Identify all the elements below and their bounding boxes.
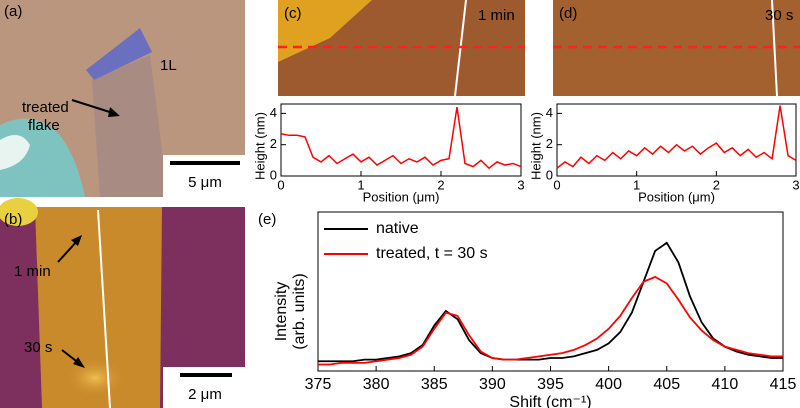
x-tick-label: 415	[770, 376, 797, 393]
plot-frame	[317, 211, 784, 372]
x-tick-label: 410	[712, 376, 739, 393]
thick-flake-highlight	[0, 135, 30, 170]
annotation: treated	[22, 99, 69, 116]
panel-a: (a) 1L treated flake 5 μm	[0, 0, 245, 197]
y-axis-label: (arb. units)	[291, 273, 308, 349]
panel-label: (e)	[258, 211, 276, 228]
flake-edge	[86, 28, 152, 80]
arrow-head	[73, 357, 85, 368]
spectrum-line	[318, 275, 783, 366]
flake	[92, 55, 168, 197]
scale-label: 2 μm	[188, 386, 222, 403]
panel-label: (b)	[4, 211, 22, 228]
plot-frame	[556, 103, 797, 177]
panel-label: (c)	[284, 5, 302, 22]
panel-label: (a)	[4, 3, 22, 20]
panel-c-image: (c) 1 min	[278, 0, 525, 97]
legend-label: native	[376, 220, 419, 237]
annotation: 30 s	[24, 339, 52, 356]
time-label: 1 min	[478, 7, 515, 24]
x-tick-label: 3	[792, 177, 799, 192]
x-tick-label: 2	[437, 177, 444, 192]
panel-label: (d)	[559, 5, 577, 22]
y-axis-label: Intensity	[273, 282, 290, 342]
annotation: 1 min	[14, 263, 51, 280]
x-tick-label: 385	[421, 376, 448, 393]
panel-b: (b) 1 min 30 s 2 μm	[0, 198, 245, 408]
y-tick-label: 0	[270, 167, 277, 182]
x-tick-label: 1	[633, 177, 640, 192]
fold	[771, 0, 778, 97]
spectrum-line	[318, 241, 783, 363]
arrow	[71, 99, 117, 115]
x-tick-label: 2	[713, 177, 720, 192]
profile-line	[556, 105, 797, 169]
x-axis-label: Shift (cm⁻¹)	[509, 394, 591, 408]
debris	[0, 198, 38, 226]
treated-spot	[65, 358, 125, 398]
arrow-head	[108, 107, 120, 117]
y-tick-label: 4	[546, 105, 553, 120]
y-tick-label: 4	[270, 105, 277, 120]
flake	[35, 207, 162, 408]
x-tick-label: 375	[305, 376, 332, 393]
layer-label: 1L	[160, 57, 177, 74]
annotation: flake	[28, 117, 60, 134]
profile-line	[280, 107, 522, 170]
x-axis-label: Position (μm)	[363, 189, 440, 204]
arrow-head	[71, 235, 82, 246]
y-tick-label: 2	[546, 136, 553, 151]
x-tick-label: 400	[595, 376, 622, 393]
x-tick-label: 395	[537, 376, 564, 393]
arrow	[57, 239, 79, 263]
y-tick-label: 0	[546, 167, 553, 182]
x-tick-label: 3	[517, 177, 524, 192]
scale-label: 5 μm	[188, 174, 222, 191]
x-tick-label: 405	[653, 376, 680, 393]
panel-d-image: (d) 30 s	[553, 0, 800, 97]
y-axis-label: Height (nm)	[252, 112, 267, 180]
y-axis-label: Height (nm)	[528, 112, 543, 180]
y-tick-label: 2	[270, 136, 277, 151]
x-axis-label: Position (μm)	[638, 189, 715, 204]
x-tick-label: 390	[479, 376, 506, 393]
x-tick-label: 0	[277, 177, 284, 192]
x-tick-label: 380	[363, 376, 390, 393]
x-tick-label: 1	[357, 177, 364, 192]
x-tick-label: 0	[553, 177, 560, 192]
fold	[97, 209, 111, 408]
legend-label: treated, t = 30 s	[376, 245, 488, 262]
time-label: 30 s	[765, 7, 793, 24]
